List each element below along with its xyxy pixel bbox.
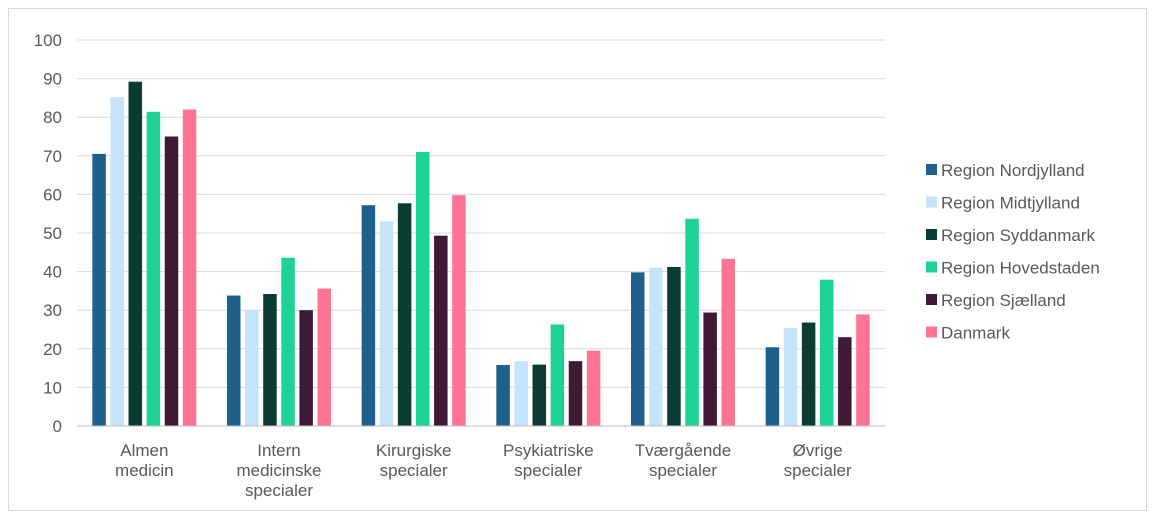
legend-label: Region Sjælland bbox=[941, 291, 1066, 310]
bar bbox=[146, 111, 161, 427]
bar bbox=[182, 109, 197, 426]
y-tick-label: 0 bbox=[53, 417, 62, 436]
bar bbox=[227, 295, 241, 426]
bar bbox=[586, 350, 601, 426]
bar bbox=[128, 81, 143, 427]
bar bbox=[317, 288, 331, 426]
y-tick-label: 30 bbox=[43, 301, 62, 320]
y-tick-label: 80 bbox=[43, 108, 62, 127]
x-category-label-line: specialer bbox=[380, 461, 448, 480]
legend-swatch bbox=[926, 164, 937, 175]
x-category-label-line: Kirurgiske bbox=[376, 441, 452, 460]
bar bbox=[783, 327, 798, 426]
y-tick-label: 90 bbox=[43, 70, 62, 89]
bars bbox=[92, 81, 870, 427]
x-category-label-line: Øvrige bbox=[793, 441, 843, 460]
bar bbox=[667, 266, 681, 426]
y-tick-label: 10 bbox=[43, 378, 62, 397]
x-category-label-line: specialer bbox=[514, 461, 582, 480]
legend-swatch bbox=[926, 326, 937, 338]
bar bbox=[379, 221, 394, 426]
bar bbox=[568, 361, 583, 426]
x-category-label-line: medicin bbox=[115, 461, 174, 480]
legend-swatch bbox=[926, 261, 937, 273]
bar bbox=[397, 203, 412, 426]
bar bbox=[838, 337, 852, 426]
bar bbox=[361, 205, 376, 426]
bar bbox=[856, 314, 870, 426]
x-category-label: Kirurgiske specialer bbox=[376, 441, 452, 480]
bar bbox=[434, 235, 448, 426]
bar bbox=[514, 361, 528, 426]
bar bbox=[110, 97, 124, 427]
x-category-label-line: Intern bbox=[257, 441, 300, 460]
x-category-label-line: medicinske bbox=[236, 461, 321, 480]
x-category-label: Øvrige specialer bbox=[784, 441, 852, 480]
x-category-label: Intern medicinske specialer bbox=[236, 441, 321, 500]
bar bbox=[452, 195, 466, 426]
gridlines bbox=[77, 39, 885, 427]
legend-label: Region Syddanmark bbox=[941, 226, 1096, 245]
bar bbox=[631, 272, 645, 426]
bar bbox=[92, 153, 106, 426]
legend-swatch bbox=[926, 229, 937, 240]
x-category-label: Tværgående specialer bbox=[635, 441, 731, 480]
bar bbox=[721, 258, 735, 426]
y-tick-label: 20 bbox=[43, 340, 62, 359]
legend-swatch bbox=[926, 294, 937, 305]
bar bbox=[819, 279, 834, 426]
bar bbox=[245, 310, 259, 426]
x-category-label-line: Psykiatriske bbox=[503, 441, 594, 460]
bar bbox=[164, 136, 179, 426]
x-category-label-line: Almen bbox=[120, 441, 168, 460]
y-tick-label: 40 bbox=[43, 263, 62, 282]
legend-label: Region Midtjylland bbox=[941, 194, 1080, 213]
bar bbox=[263, 293, 277, 426]
legend-label: Danmark bbox=[941, 324, 1010, 343]
bar bbox=[801, 322, 816, 426]
legend-swatch bbox=[926, 196, 937, 208]
bar bbox=[703, 312, 717, 426]
y-tick-label: 70 bbox=[43, 147, 62, 166]
bar bbox=[299, 310, 313, 426]
chart-area bbox=[8, 8, 1147, 511]
y-tick-label: 60 bbox=[43, 185, 62, 204]
x-category-label: Almen medicin bbox=[115, 441, 174, 480]
bar bbox=[415, 151, 430, 426]
bar bbox=[685, 218, 699, 426]
y-axis: 0 10 20 30 40 50 60 70 80 90 100 bbox=[34, 31, 62, 436]
y-tick-label: 100 bbox=[34, 31, 62, 50]
y-tick-label: 50 bbox=[43, 224, 62, 243]
x-category-label-line: specialer bbox=[245, 481, 313, 500]
bar bbox=[550, 324, 565, 426]
x-category-label-line: specialer bbox=[649, 461, 717, 480]
x-category-label: Psykiatriske specialer bbox=[503, 441, 594, 480]
x-category-label-line: Tværgående bbox=[635, 441, 731, 460]
legend-label: Region Nordjylland bbox=[941, 161, 1085, 180]
x-category-label-line: specialer bbox=[784, 461, 852, 480]
bar bbox=[649, 267, 663, 426]
bar bbox=[532, 364, 547, 426]
bar bbox=[496, 365, 510, 426]
legend: Region Nordjylland Region Midtjylland Regi… bbox=[926, 161, 1100, 343]
legend-label: Region Hovedstaden bbox=[941, 259, 1100, 278]
bar bbox=[281, 257, 295, 426]
bar bbox=[765, 347, 780, 426]
